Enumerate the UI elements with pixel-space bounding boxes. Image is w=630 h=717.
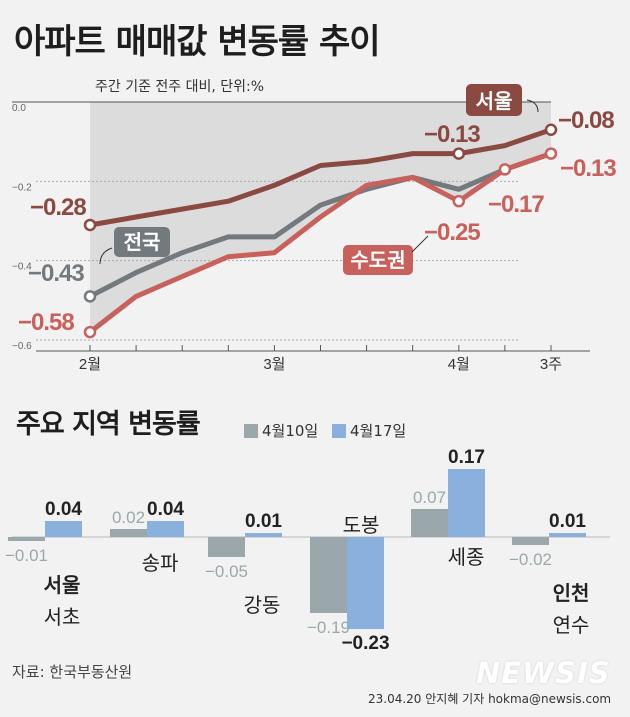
bar-value-label: 0.02 (112, 508, 145, 527)
x-tick-label: 4월 (448, 356, 470, 373)
bar-1-2 (245, 533, 282, 537)
series-name-box (466, 84, 522, 116)
category-sublabel: 서초 (44, 606, 81, 629)
category-label: 인천 (553, 582, 590, 605)
series-marker (544, 123, 558, 137)
y-tick-label: −0.4 (12, 262, 32, 273)
series-name-box (114, 227, 170, 257)
series-name-label: 전국 (124, 231, 161, 254)
pointer-arrow (411, 235, 429, 253)
legend-label-apr10: 4월10일 (262, 422, 319, 440)
bar-value-label: 0.04 (45, 499, 82, 520)
x-tick-label: 3주 (540, 356, 562, 373)
bar-1-1 (147, 521, 184, 537)
unit-note: 주간 기준 전주 대비, 단위:% (95, 79, 265, 95)
bar-value-label: 0.01 (549, 511, 586, 532)
y-tick-label: −0.2 (12, 182, 32, 193)
bar-value-label: −0.05 (205, 562, 248, 581)
category-label: 강동 (244, 594, 281, 617)
bar-0-0 (8, 537, 45, 541)
y-tick-label: −0.6 (12, 341, 32, 352)
category-label: 도봉 (343, 515, 380, 537)
bar-value-label: 0.01 (245, 511, 282, 532)
value-label: −0.25 (424, 219, 480, 246)
bar-value-label: −0.01 (5, 546, 48, 565)
bar-value-label: 0.04 (147, 499, 184, 520)
pointer-arrow (526, 99, 539, 113)
series-line-0 (87, 127, 554, 228)
bar-1-4 (448, 469, 485, 537)
series-name-label: 수도권 (350, 249, 405, 272)
bar-0-1 (110, 529, 147, 537)
series-marker (452, 147, 466, 160)
value-label: −0.17 (488, 191, 544, 218)
category-label: 서울 (44, 574, 81, 597)
credit-line: 23.04.20 안지혜 기자 hokma@newsis.com (368, 692, 612, 706)
series-line-1 (87, 151, 554, 299)
source-note: 자료: 한국부동산원 (12, 663, 133, 681)
bar-0-3 (310, 537, 347, 613)
x-tick-label: 2월 (79, 356, 101, 373)
legend-swatch-apr17 (332, 424, 346, 438)
bar-chart-title: 주요 지역 변동률 (16, 409, 201, 440)
x-tick-label: 3월 (263, 356, 285, 373)
bar-1-5 (549, 533, 586, 537)
bar-value-label: 0.07 (413, 488, 446, 507)
main-title: 아파트 매매값 변동률 추이 (14, 22, 381, 62)
bar-value-label: 0.17 (448, 447, 485, 468)
bar-value-label: −0.02 (509, 550, 552, 569)
value-label: −0.43 (28, 260, 84, 287)
chart-shaded-area (90, 102, 551, 333)
pointer-arrow (99, 247, 113, 265)
series-marker (83, 218, 97, 232)
bar-1-3 (347, 537, 384, 629)
bar-value-label: −0.19 (307, 618, 350, 637)
series-marker (498, 163, 512, 176)
value-label: −0.08 (558, 107, 614, 134)
value-label: −0.58 (18, 309, 74, 336)
category-label: 세종 (448, 546, 485, 569)
value-label: −0.13 (424, 121, 480, 148)
series-marker (83, 290, 97, 303)
series-line-2 (87, 151, 554, 335)
series-name-box (343, 245, 413, 275)
series-name-label: 서울 (476, 90, 513, 113)
bar-0-5 (512, 537, 549, 545)
value-label: −0.13 (560, 155, 616, 182)
legend-swatch-apr10 (244, 424, 258, 438)
category-sublabel: 연수 (553, 614, 590, 637)
value-label: −0.28 (30, 194, 86, 221)
category-label: 송파 (142, 552, 179, 575)
y-tick-label: 0.0 (12, 103, 26, 114)
legend-label-apr17: 4월17일 (350, 422, 407, 440)
bar-0-2 (208, 537, 245, 557)
newsis-watermark: NEWSIS (476, 656, 611, 690)
bar-value-label: −0.23 (341, 633, 389, 654)
series-marker (544, 147, 558, 160)
series-marker (452, 194, 466, 208)
bar-0-4 (411, 509, 448, 537)
series-marker (83, 325, 97, 339)
bar-1-0 (45, 521, 82, 537)
